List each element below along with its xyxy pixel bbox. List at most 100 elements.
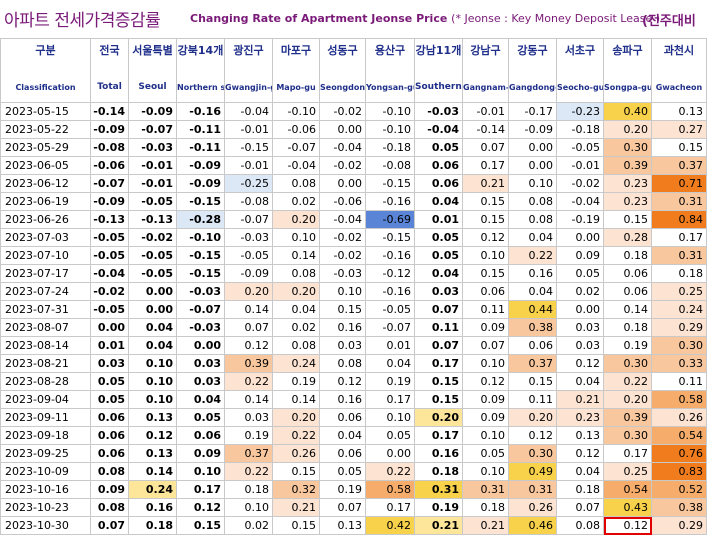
value-cell: -0.14 <box>90 102 129 121</box>
value-cell: 0.19 <box>272 372 320 391</box>
column-label-en: Songpa-gu <box>604 82 652 92</box>
value-cell: 0.12 <box>224 336 273 355</box>
value-cell: 0.10 <box>176 462 225 481</box>
title-bar: 아파트 전세가격증감률 Changing Rate of Apartment J… <box>0 0 707 38</box>
column-header-ko-5: 마포구 <box>272 38 320 72</box>
title-korean: 아파트 전세가격증감률 <box>4 11 161 31</box>
value-cell: -0.04 <box>556 192 604 211</box>
value-cell: 0.15 <box>272 462 320 481</box>
value-cell: 0.11 <box>651 372 707 391</box>
value-cell: 0.43 <box>603 498 652 517</box>
column-header-en-7: Yongsan-gu <box>365 72 415 103</box>
row-date: 2023-05-22 <box>0 120 91 139</box>
table-row: 2023-10-30 0.07 0.18 0.15 0.02 0.15 0.13 0.42 0.… <box>0 516 707 535</box>
value-cell: 0.04 <box>319 426 366 445</box>
value-cell: -0.16 <box>365 282 415 301</box>
value-cell: 0.03 <box>319 336 366 355</box>
value-cell: -0.02 <box>319 102 366 121</box>
value-cell: 0.10 <box>462 246 509 265</box>
column-header-ko-0: 구분 <box>0 38 91 72</box>
table-row: 2023-05-22 -0.09 -0.07 -0.11 -0.01 -0.06 0.00-… <box>0 120 707 139</box>
value-cell: 0.44 <box>508 300 557 319</box>
column-header-en-1: Total <box>90 72 129 103</box>
value-cell: 0.30 <box>603 426 652 445</box>
value-cell: 0.03 <box>176 354 225 373</box>
column-header-ko-7: 용산구 <box>365 38 415 72</box>
table-row: 2023-07-03 -0.05 -0.02 -0.10 -0.03 0.10 -0.02-… <box>0 228 707 247</box>
value-cell: 0.21 <box>462 516 509 535</box>
table-row: 2023-10-23 0.08 0.16 0.12 0.10 0.21 0.07 0.17 0.… <box>0 498 707 517</box>
value-cell: 0.09 <box>90 480 129 499</box>
value-cell: 0.06 <box>176 426 225 445</box>
value-cell: 0.00 <box>90 318 129 337</box>
value-cell: -0.07 <box>90 174 129 193</box>
column-header-ko-10: 강동구 <box>508 38 557 72</box>
value-cell: 0.10 <box>462 426 509 445</box>
value-cell: 0.04 <box>365 354 415 373</box>
value-cell: 0.17 <box>603 444 652 463</box>
value-cell: 0.20 <box>603 120 652 139</box>
value-cell: 0.18 <box>462 498 509 517</box>
value-cell: -0.15 <box>176 246 225 265</box>
value-cell: 0.06 <box>90 426 129 445</box>
value-cell: 0.08 <box>90 498 129 517</box>
column-label-ko: 강북14개 <box>177 44 224 57</box>
column-header-ko-12: 송파구 <box>603 38 652 72</box>
value-cell: -0.03 <box>414 102 463 121</box>
value-cell: 0.00 <box>365 444 415 463</box>
value-cell: 0.06 <box>462 282 509 301</box>
column-label-ko: 과천시 <box>663 44 695 57</box>
value-cell: 0.10 <box>462 462 509 481</box>
value-cell: 0.06 <box>90 444 129 463</box>
value-cell: 0.06 <box>414 174 463 193</box>
value-cell: 0.24 <box>272 354 320 373</box>
table-row: 2023-08-07 0.00 0.04 -0.03 0.07 0.02 0.16 -0.07… <box>0 318 707 337</box>
value-cell: 0.05 <box>462 444 509 463</box>
value-cell: 0.30 <box>603 138 652 157</box>
value-cell: 0.11 <box>508 390 557 409</box>
value-cell: -0.08 <box>224 192 273 211</box>
column-header-en-9: Gangnam-gu <box>462 72 509 103</box>
value-cell: 0.14 <box>128 462 177 481</box>
value-cell: 0.04 <box>176 390 225 409</box>
value-cell: 0.04 <box>128 336 177 355</box>
value-cell: 0.14 <box>272 246 320 265</box>
value-cell: 0.06 <box>319 408 366 427</box>
value-cell: 0.18 <box>603 246 652 265</box>
value-cell: 0.11 <box>414 318 463 337</box>
value-cell: 0.06 <box>319 444 366 463</box>
value-cell: 0.09 <box>462 408 509 427</box>
value-cell: 0.08 <box>508 210 557 229</box>
value-cell: 0.27 <box>651 120 707 139</box>
value-cell: -0.09 <box>508 120 557 139</box>
value-cell: 0.19 <box>224 426 273 445</box>
value-cell: -0.13 <box>128 210 177 229</box>
value-cell: -0.06 <box>319 192 366 211</box>
value-cell: 0.37 <box>508 354 557 373</box>
value-cell: -0.02 <box>128 228 177 247</box>
value-cell: 0.26 <box>508 498 557 517</box>
column-header-en-3: Northern seoul <box>176 72 225 103</box>
table-row: 2023-08-21 0.03 0.10 0.03 0.39 0.24 0.08 0.04 0.… <box>0 354 707 373</box>
column-label-en: Mapo-gu <box>276 82 316 92</box>
table-row: 2023-09-25 0.06 0.13 0.09 0.37 0.26 0.06 0.00 0.… <box>0 444 707 463</box>
row-date: 2023-07-03 <box>0 228 91 247</box>
value-cell: 0.16 <box>128 498 177 517</box>
value-cell: -0.15 <box>176 192 225 211</box>
value-cell: 0.22 <box>224 372 273 391</box>
row-date: 2023-08-21 <box>0 354 91 373</box>
value-cell: 0.05 <box>414 246 463 265</box>
value-cell: -0.01 <box>224 120 273 139</box>
value-cell: 0.01 <box>365 336 415 355</box>
value-cell: -0.02 <box>319 156 366 175</box>
row-date: 2023-10-30 <box>0 516 91 535</box>
column-label-ko: 용산구 <box>374 44 406 57</box>
column-header-ko-4: 광진구 <box>224 38 273 72</box>
value-cell: 0.14 <box>272 390 320 409</box>
value-cell: -0.02 <box>319 246 366 265</box>
value-cell: -0.05 <box>90 228 129 247</box>
value-cell: 0.07 <box>462 138 509 157</box>
value-cell: 0.17 <box>365 390 415 409</box>
value-cell: -0.11 <box>176 120 225 139</box>
value-cell: -0.01 <box>462 102 509 121</box>
